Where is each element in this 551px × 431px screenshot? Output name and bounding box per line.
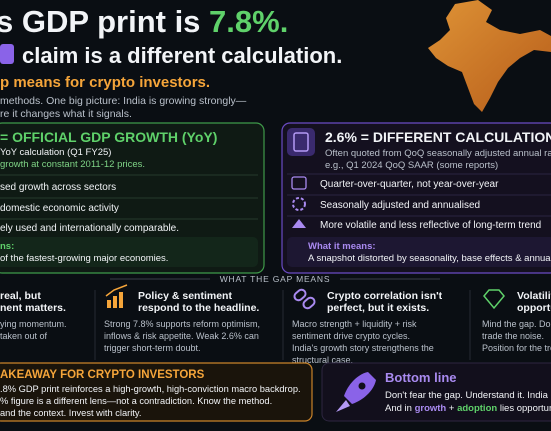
gap-heading: Policy & sentiment <box>138 290 232 302</box>
point: ely used and internationally comparable. <box>0 223 179 234</box>
title-highlight: 7.8%. <box>209 4 288 39</box>
card-heading: = OFFICIAL GDP GROWTH (YoY) <box>0 129 217 145</box>
different-card <box>281 122 551 274</box>
intro: methods. One big picture: India is growi… <box>0 95 247 107</box>
gear-icon <box>292 197 306 211</box>
text-part: And in <box>385 403 415 414</box>
gap-body: sentiment drive crypto cycles. <box>292 331 410 341</box>
meaning: A snapshot distorted by seasonality, bas… <box>308 253 551 264</box>
card-description: e.g., Q1 2024 QoQ SAAR (some reports) <box>325 160 498 171</box>
diamond-icon <box>483 289 505 310</box>
point: Seasonally adjusted and annualised <box>320 200 480 211</box>
highlight-adoption: adoption <box>457 403 497 414</box>
gap-body: ying momentum. <box>0 319 67 329</box>
card-description: Often quoted from QoQ seasonally adjuste… <box>325 148 551 159</box>
gap-body: Strong 7.8% supports reform optimism, <box>104 319 260 329</box>
section-title: WHAT THE GAP MEANS <box>220 274 331 284</box>
gap-heading: opportu <box>517 302 551 314</box>
text-part: + <box>446 403 457 414</box>
calculator-icon <box>287 128 315 156</box>
title: s GDP print is 7.8%. <box>0 4 288 39</box>
meaning-box <box>287 237 551 267</box>
bottom-line-text: And in growth + adoption lies opportunit… <box>385 403 551 414</box>
point: More volatile and less reflective of lon… <box>320 220 541 231</box>
purple-fragment <box>0 44 14 64</box>
card-description: growth at constant 2011-12 prices. <box>0 159 145 170</box>
point: Quarter-over-quarter, not year-over-year <box>320 179 499 190</box>
takeaway-heading: AKEAWAY FOR CRYPTO INVESTORS <box>0 369 205 381</box>
gap-body: trade the noise. <box>482 331 544 341</box>
gap-body: Macro strength + liquidity + risk <box>292 319 417 329</box>
subtitle: claim is a different calculation. <box>22 43 342 68</box>
filter-icon <box>292 219 306 228</box>
card-description: YoY calculation (Q1 FY25) <box>0 147 111 158</box>
gap-body: structural case. <box>292 355 353 365</box>
text-part: lies opportunity. In <box>497 403 551 414</box>
gap-body: taken out of <box>0 331 48 341</box>
gap-heading: nent matters. <box>0 302 66 314</box>
bottom-line-heading: Bottom line <box>385 370 457 385</box>
intro: re it changes what it signals. <box>0 108 132 120</box>
india-map <box>428 0 551 112</box>
gap-heading: real, but <box>0 290 41 302</box>
takeaway-line: and the context. Invest with clarity. <box>0 408 141 418</box>
tagline: p means for crypto investors. <box>0 74 210 91</box>
meaning-box <box>0 237 258 267</box>
chain-icon <box>293 288 316 310</box>
gap-body: Mind the gap. Don't <box>482 319 551 329</box>
rocket-icon <box>336 372 376 412</box>
takeaway-line: .8% GDP print reinforces a high-growth, … <box>0 384 301 394</box>
gap-heading: respond to the headline. <box>138 302 259 314</box>
point: sed growth across sectors <box>0 182 116 193</box>
gap-heading: Volatility <box>517 290 551 302</box>
card-heading: 2.6% = DIFFERENT CALCULATION <box>325 129 551 145</box>
point: domestic economic activity <box>0 203 119 214</box>
highlight-growth: growth <box>415 403 447 414</box>
takeaway-line: % figure is a different lens—not a contr… <box>0 396 272 406</box>
gap-heading: Crypto correlation isn't <box>327 290 443 302</box>
calendar-icon <box>291 176 307 190</box>
gap-body: India's growth story strengthens the <box>292 343 434 353</box>
meaning-label: What it means: <box>308 241 376 252</box>
gap-body: inflows & risk appetite. Weak 2.6% can <box>104 331 259 341</box>
chart-icon <box>105 284 128 308</box>
calculator-icon <box>293 132 309 152</box>
bottom-line-box <box>321 362 551 422</box>
gap-body: Position for the tre <box>482 343 551 353</box>
gap-heading: perfect, but it exists. <box>327 302 429 314</box>
title-text: s GDP print is <box>0 4 209 39</box>
bottom-line-text: Don't fear the gap. Understand it. India… <box>385 390 551 401</box>
meaning: of the fastest-growing major economies. <box>0 253 168 264</box>
takeaway-box <box>0 362 313 422</box>
gap-body: trigger short-term doubt. <box>104 343 201 353</box>
meaning-label: ns: <box>0 241 14 252</box>
